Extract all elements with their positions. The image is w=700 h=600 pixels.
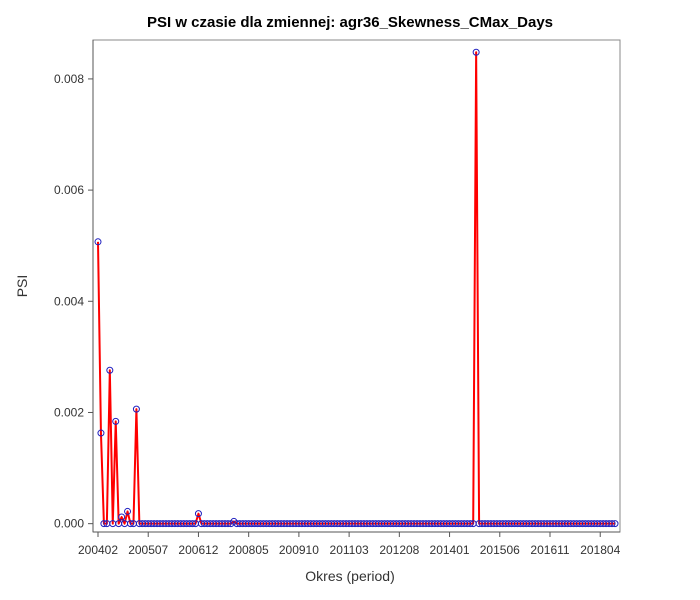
data-point (132, 405, 140, 413)
x-axis-label: Okres (period) (305, 568, 394, 584)
data-point (118, 513, 126, 521)
data-point (100, 520, 108, 528)
chart-title: PSI w czasie dla zmiennej: agr36_Skewnes… (147, 14, 553, 31)
x-tick-label: 201401 (430, 543, 470, 557)
data-point (189, 520, 197, 528)
x-tick-label: 201208 (379, 543, 419, 557)
data-point (126, 520, 134, 528)
y-axis-label: PSI (14, 275, 30, 298)
y-axis-ticks: 0.000 0.002 0.004 0.006 0.008 (54, 72, 93, 531)
x-tick-label: 200507 (128, 543, 168, 557)
series-psi (94, 48, 619, 528)
data-point (112, 417, 120, 425)
data-point (224, 520, 232, 528)
x-tick-label: 201506 (480, 543, 520, 557)
y-tick-label: 0.004 (54, 294, 84, 308)
y-tick-label: 0.006 (54, 183, 84, 197)
data-point (97, 429, 105, 437)
x-tick-label: 200910 (279, 543, 319, 557)
y-tick-label: 0.008 (54, 72, 84, 86)
x-tick-label: 200612 (178, 543, 218, 557)
x-tick-label: 200805 (229, 543, 269, 557)
data-point (124, 507, 132, 515)
data-point (466, 520, 474, 528)
y-tick-label: 0.002 (54, 405, 84, 419)
y-tick-label: 0.000 (54, 517, 84, 531)
x-tick-label: 200402 (78, 543, 118, 557)
data-point (94, 238, 102, 246)
x-axis-ticks: 200402 200507 200612 200805 200910 201103 2012… (78, 532, 621, 557)
data-point (611, 520, 619, 528)
data-point (106, 366, 114, 374)
x-tick-label: 201103 (330, 543, 369, 557)
x-tick-label: 201611 (530, 543, 569, 557)
x-tick-label: 201804 (580, 543, 620, 557)
plot-frame (92, 39, 621, 533)
data-point (194, 510, 202, 518)
data-point (608, 520, 616, 528)
data-point (472, 48, 480, 56)
series-line (97, 51, 615, 525)
